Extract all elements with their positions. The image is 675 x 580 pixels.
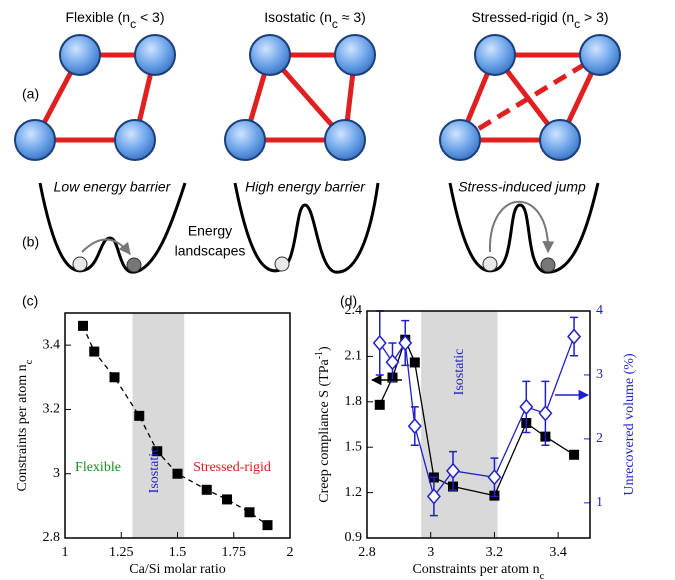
y-tick-label: 0.9	[345, 530, 363, 545]
panel-label: (b)	[22, 234, 39, 250]
y2-tick-label: 2	[596, 431, 603, 446]
x-axis-label: Ca/Si molar ratio	[129, 562, 225, 577]
data-point	[78, 320, 88, 331]
data-point	[372, 334, 387, 352]
data-point	[385, 354, 400, 371]
panel-label: (c)	[22, 293, 38, 309]
data-point	[407, 417, 422, 435]
title-text: Flexible (n	[66, 9, 131, 25]
landscape-label: Energy	[188, 223, 232, 239]
data-point	[244, 507, 255, 518]
annotation: Isostatic	[147, 447, 162, 494]
x-tick-label: 1.25	[109, 545, 134, 560]
isostatic-band	[132, 313, 185, 538]
title-text: Stressed-rigid (n	[471, 9, 574, 25]
y2-axis-label: Unrecovered volume (%)	[622, 353, 637, 496]
y2-tick-label: 1	[596, 495, 603, 510]
y-label-sub: c	[23, 359, 35, 364]
network-title: Flexible (nc < 3)	[66, 9, 165, 31]
y-tick-label: 1.5	[345, 439, 363, 454]
data-point	[569, 449, 580, 460]
x-axis-label: Constraints per atom nc	[412, 562, 544, 580]
isostatic-band	[421, 311, 498, 538]
x-tick-label: 3.4	[549, 545, 567, 560]
data-point	[519, 398, 534, 416]
x-tick-label: 1.5	[169, 545, 187, 560]
network-bonds	[32, 52, 603, 143]
data-point	[446, 462, 461, 480]
network-title: Isostatic (nc ≈ 3)	[264, 9, 366, 31]
data-point	[426, 488, 441, 505]
data-point	[201, 484, 212, 495]
y2-tick-label: 3	[596, 367, 603, 382]
title-sub: c	[574, 17, 580, 31]
jump-arrows	[81, 200, 555, 255]
energy-landscapes	[38, 182, 600, 274]
data-point	[222, 494, 232, 505]
title-sub: c	[332, 17, 338, 31]
x-label-text: Ca/Si molar ratio	[129, 562, 225, 577]
y-axis-label: Constraints per atom nc	[15, 359, 34, 491]
y-tick-label: 2.4	[345, 303, 363, 318]
series-line	[379, 336, 575, 498]
title-sub: c	[130, 17, 136, 31]
y-tick-label: 2.1	[345, 349, 363, 364]
x-label-text: Constraints per atom n	[412, 562, 539, 577]
landscape-balls	[72, 256, 556, 273]
annotation: Isostatic	[452, 349, 467, 396]
data-point	[109, 372, 120, 383]
title-rest: < 3)	[136, 9, 164, 25]
x-tick-label: 1	[62, 545, 69, 560]
annotation: Flexible	[75, 460, 121, 475]
title-text: Isostatic (n	[264, 9, 332, 25]
y-label-text: Creep compliance S (TPa	[317, 358, 332, 502]
y-tick-label: 3.4	[43, 337, 61, 352]
y-tick-label: 2.8	[43, 530, 61, 545]
y2-tick-label: 4	[596, 303, 603, 318]
data-point	[172, 468, 183, 479]
series-line	[379, 337, 575, 497]
title-rest: > 3)	[580, 9, 608, 25]
data-point	[409, 357, 420, 368]
x-tick-label: 3	[427, 545, 434, 560]
y-label-text: Constraints per atom n	[15, 364, 30, 491]
y-axis-label: Creep compliance S (TPa-1)	[314, 346, 332, 503]
x-tick-label: 1.75	[222, 545, 247, 560]
y-label-end: )	[317, 346, 332, 351]
landscape-label: landscapes	[175, 243, 246, 259]
data-point	[152, 446, 163, 457]
title-rest: ≈ 3)	[338, 9, 366, 25]
annotation: Stressed-rigid	[193, 460, 271, 475]
data-point	[538, 405, 553, 422]
data-point	[567, 328, 582, 345]
plot-frame	[366, 310, 591, 539]
x-tick-label: 2	[287, 545, 294, 560]
data-point	[134, 410, 145, 421]
barrier-label: Low energy barrier	[54, 179, 172, 195]
y-label-sup: -1	[314, 351, 325, 359]
plot-frame	[64, 312, 291, 539]
x-tick-label: 3.2	[486, 545, 504, 560]
network-title: Stressed-rigid (nc > 3)	[471, 9, 608, 31]
y-tick-label: 3.2	[43, 402, 61, 417]
data-point	[89, 346, 100, 357]
x-label-sub: c	[540, 570, 545, 580]
barrier-label: High energy barrier	[245, 179, 366, 195]
y-tick-label: 1.8	[345, 394, 363, 409]
panel-label: (d)	[340, 293, 357, 309]
data-point	[487, 469, 502, 486]
network-atoms	[14, 34, 621, 161]
y-tick-label: 3	[53, 466, 60, 481]
barrier-label: Stress-induced jump	[458, 179, 586, 195]
y-tick-label: 1.2	[345, 485, 363, 500]
x-tick-label: 2.8	[358, 545, 376, 560]
panel-label: (a)	[22, 86, 39, 102]
data-point	[398, 334, 413, 352]
data-point	[374, 399, 385, 410]
series-line	[82, 325, 268, 526]
data-point	[262, 520, 273, 531]
